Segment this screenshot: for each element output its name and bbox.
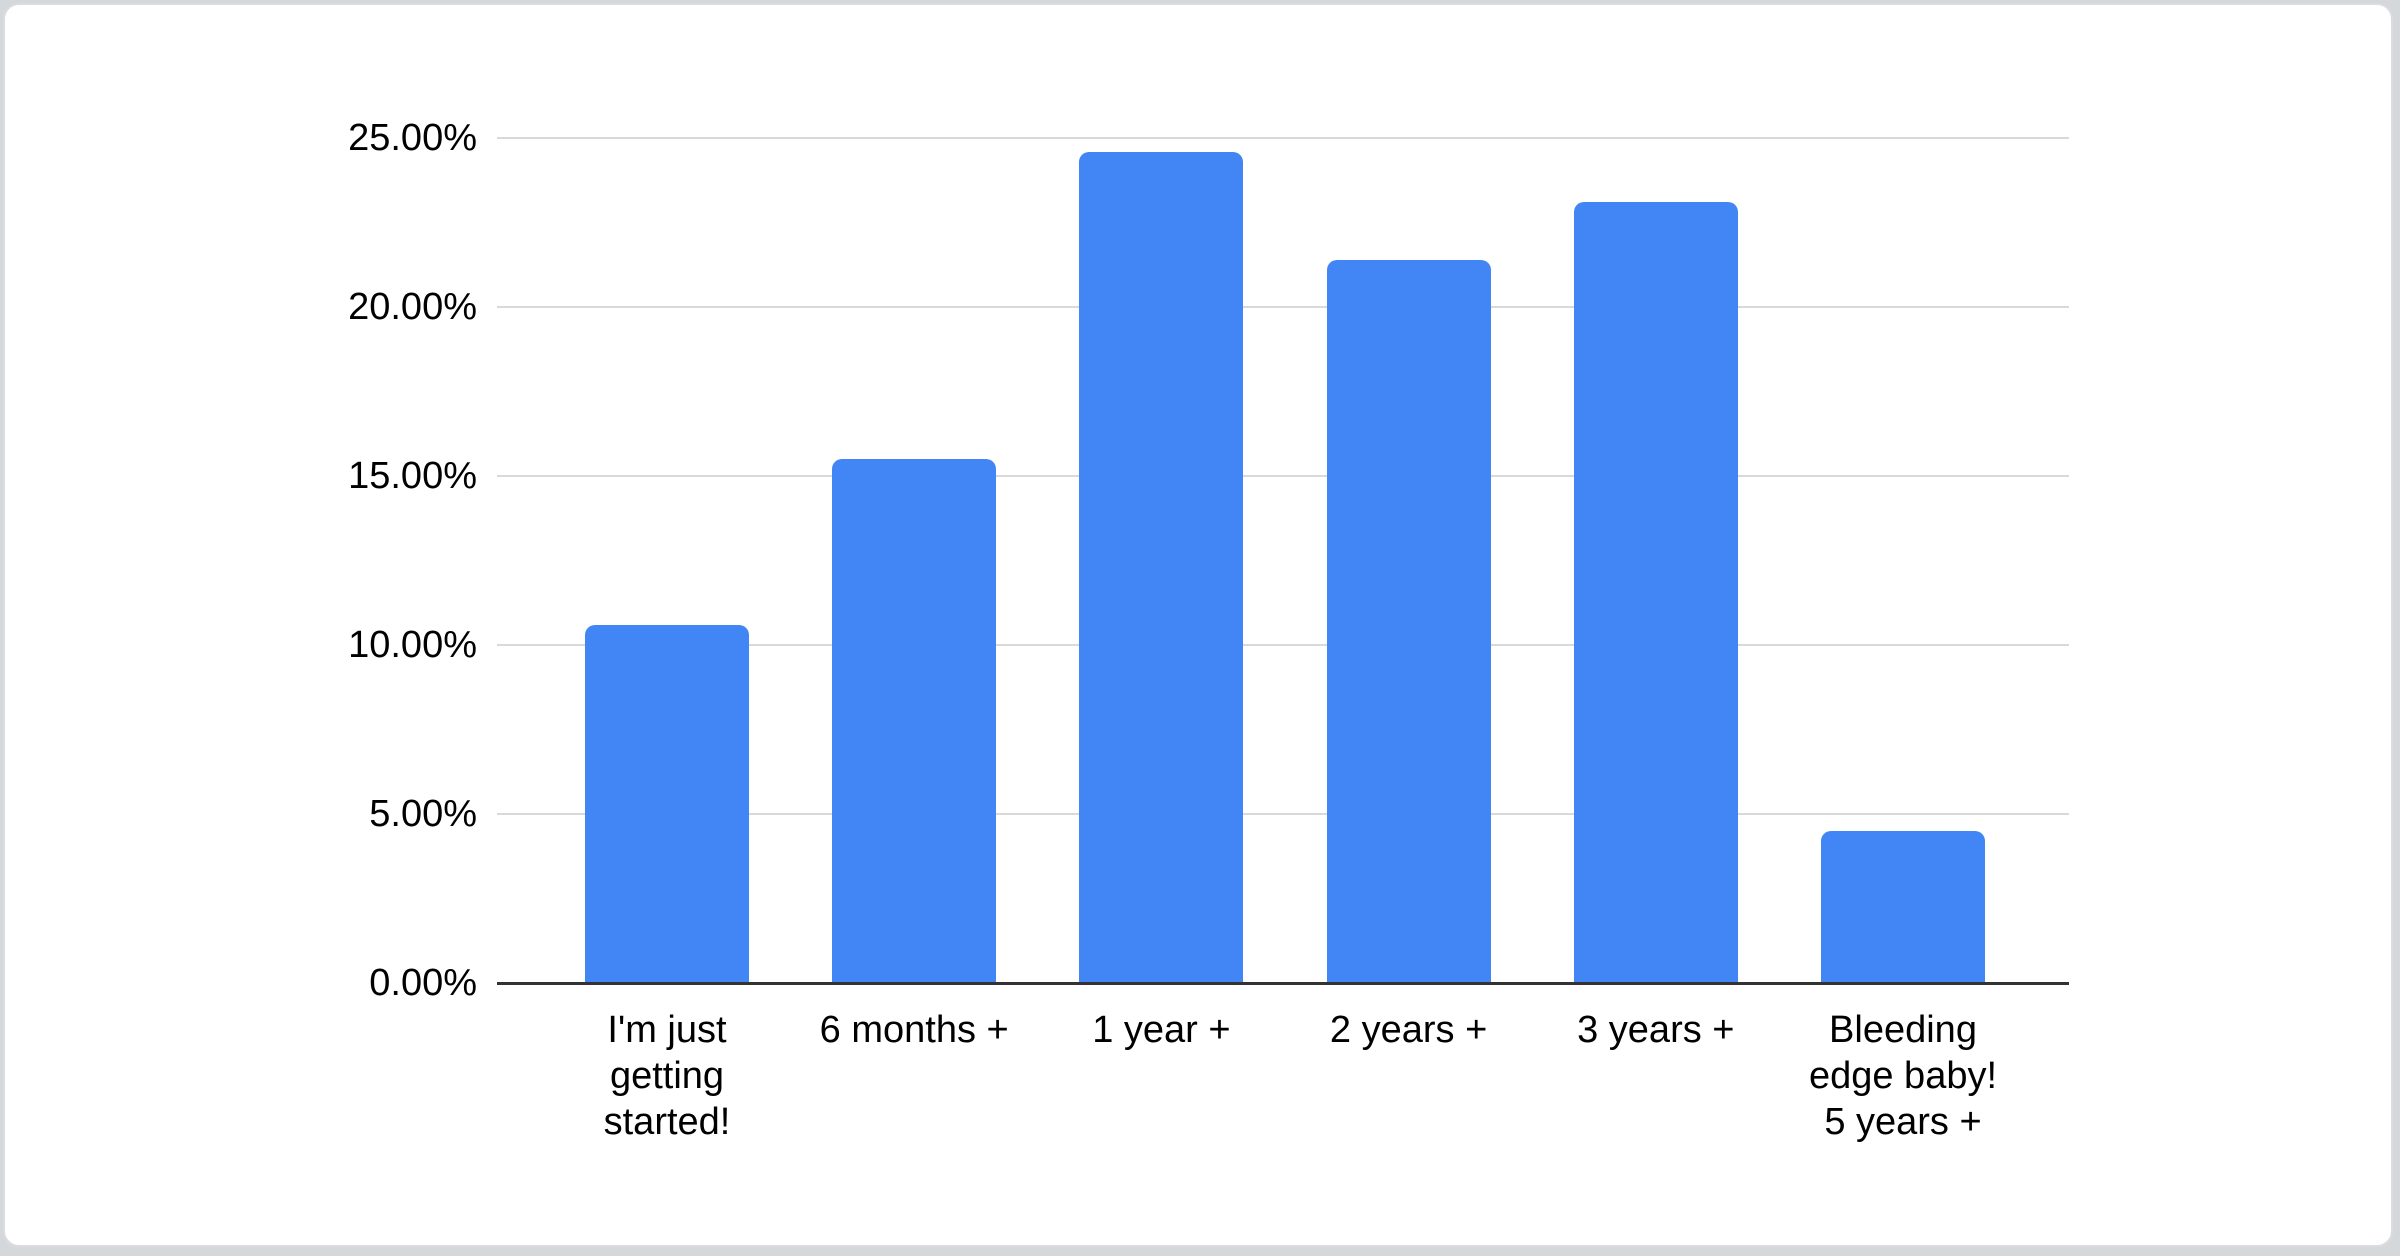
x-axis-tick-label: 3 years + <box>1577 1009 1735 1051</box>
gridline <box>497 644 2069 646</box>
bar-2[interactable] <box>832 459 997 983</box>
y-axis-tick-label: 0.00% <box>369 962 477 1004</box>
gridline <box>497 475 2069 477</box>
bar-5[interactable] <box>1573 202 1738 983</box>
bar-4[interactable] <box>1326 259 1491 983</box>
gridline <box>497 306 2069 308</box>
gridline <box>497 137 2069 139</box>
y-axis-tick-label: 5.00% <box>369 793 477 835</box>
gridline <box>497 813 2069 815</box>
y-axis-tick-label: 10.00% <box>348 624 477 666</box>
bar-1[interactable] <box>585 624 749 983</box>
bar-chart: 0.00% 5.00% 10.00% 15.00% 20.00% 25.00% I'm j… <box>5 5 2391 1245</box>
x-axis-tick-label: Bleeding edge baby! 5 years + <box>1808 1009 1998 1143</box>
y-axis-tick-label: 20.00% <box>348 286 477 328</box>
x-axis-tick-label: 1 year + <box>1092 1009 1231 1051</box>
x-axis-tick-label: 2 years + <box>1329 1009 1488 1051</box>
bar-6[interactable] <box>1821 830 1985 983</box>
x-axis-baseline <box>497 982 2069 985</box>
x-axis-tick-label: I'm just getting started! <box>603 1009 731 1143</box>
x-axis-tick-label: 6 months + <box>819 1009 1009 1051</box>
y-axis-tick-label: 15.00% <box>348 455 477 497</box>
y-axis-tick-label: 25.00% <box>348 117 477 159</box>
chart-card: 0.00% 5.00% 10.00% 15.00% 20.00% 25.00% I'm j… <box>3 3 2393 1247</box>
bar-3[interactable] <box>1079 151 1244 983</box>
